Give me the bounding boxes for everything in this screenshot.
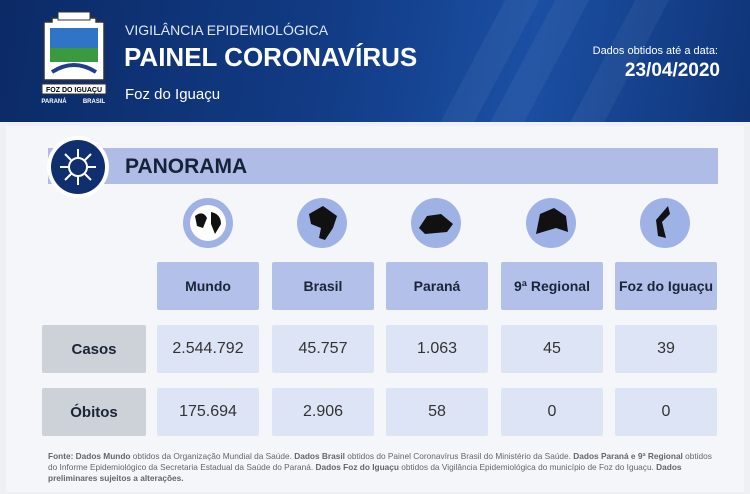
column-header: Mundo xyxy=(157,262,259,310)
value-cell: 45.757 xyxy=(272,325,374,373)
row-label: Casos xyxy=(42,325,146,373)
column-header: Paraná xyxy=(386,262,488,310)
footnote-segment: obtidos da Organização Mundial da Saúde. xyxy=(130,451,295,461)
parana-icon xyxy=(411,198,461,248)
value-cell: 0 xyxy=(615,388,717,436)
footnote-segment: obtidos do Informe Epidemiológico da Sec… xyxy=(48,451,712,472)
footnote-segment: Dados Foz do Iguaçu xyxy=(315,462,399,472)
value-cell: 45 xyxy=(501,325,603,373)
value-cell: 175.694 xyxy=(157,388,259,436)
globe-icon xyxy=(183,198,233,248)
column-header: Brasil xyxy=(272,262,374,310)
logo-right: BRASIL xyxy=(83,99,106,105)
footnote-segment: obtidos da Vigilância Epidemiológica do … xyxy=(398,462,657,472)
city: Foz do Iguaçu xyxy=(125,86,221,103)
title: PAINEL CORONAVÍRUS xyxy=(124,42,418,72)
header: FOZ DO IGUAÇU PARANÁ BRASIL VIGILÂNCIA E… xyxy=(0,0,750,122)
brasil-icon xyxy=(297,198,347,248)
value-cell: 2.906 xyxy=(272,388,374,436)
value-cell: 39 xyxy=(615,325,717,373)
footnote: Fonte: Dados Mundo obtidos da Organizaçã… xyxy=(48,451,718,484)
footnote-segment: Dados preliminares sujeitos a alterações… xyxy=(48,462,682,483)
footnote-segment: Fonte: Dados Mundo xyxy=(48,451,131,461)
virus-icon xyxy=(47,136,109,198)
footnote-segment: obtidos do Painel Coronavírus Brasil do … xyxy=(344,451,574,461)
logo-left: PARANÁ xyxy=(41,98,67,105)
footnote-segment: Dados Paraná e 9ª Regional xyxy=(573,451,683,461)
value-cell: 2.544.792 xyxy=(157,325,259,373)
value-cell: 1.063 xyxy=(386,325,488,373)
column-header: Foz do Iguaçu xyxy=(615,262,717,310)
section-bar xyxy=(48,148,718,184)
logo-name: FOZ DO IGUAÇU xyxy=(46,87,102,94)
row-label: Óbitos xyxy=(42,388,146,436)
date-label: Dados obtidos até a data: xyxy=(592,45,718,57)
value-cell: 0 xyxy=(501,388,603,436)
section-title: PANORAMA xyxy=(125,155,248,178)
date: 23/04/2020 xyxy=(624,60,720,81)
regional-icon xyxy=(526,198,576,248)
logo: FOZ DO IGUAÇU PARANÁ BRASIL xyxy=(41,11,107,105)
foz-icon xyxy=(640,198,690,248)
column-header: 9ª Regional xyxy=(501,262,603,310)
subtitle: VIGILÂNCIA EPIDEMIOLÓGICA xyxy=(125,22,329,38)
value-cell: 58 xyxy=(386,388,488,436)
footnote-segment: Dados Brasil xyxy=(294,451,345,461)
